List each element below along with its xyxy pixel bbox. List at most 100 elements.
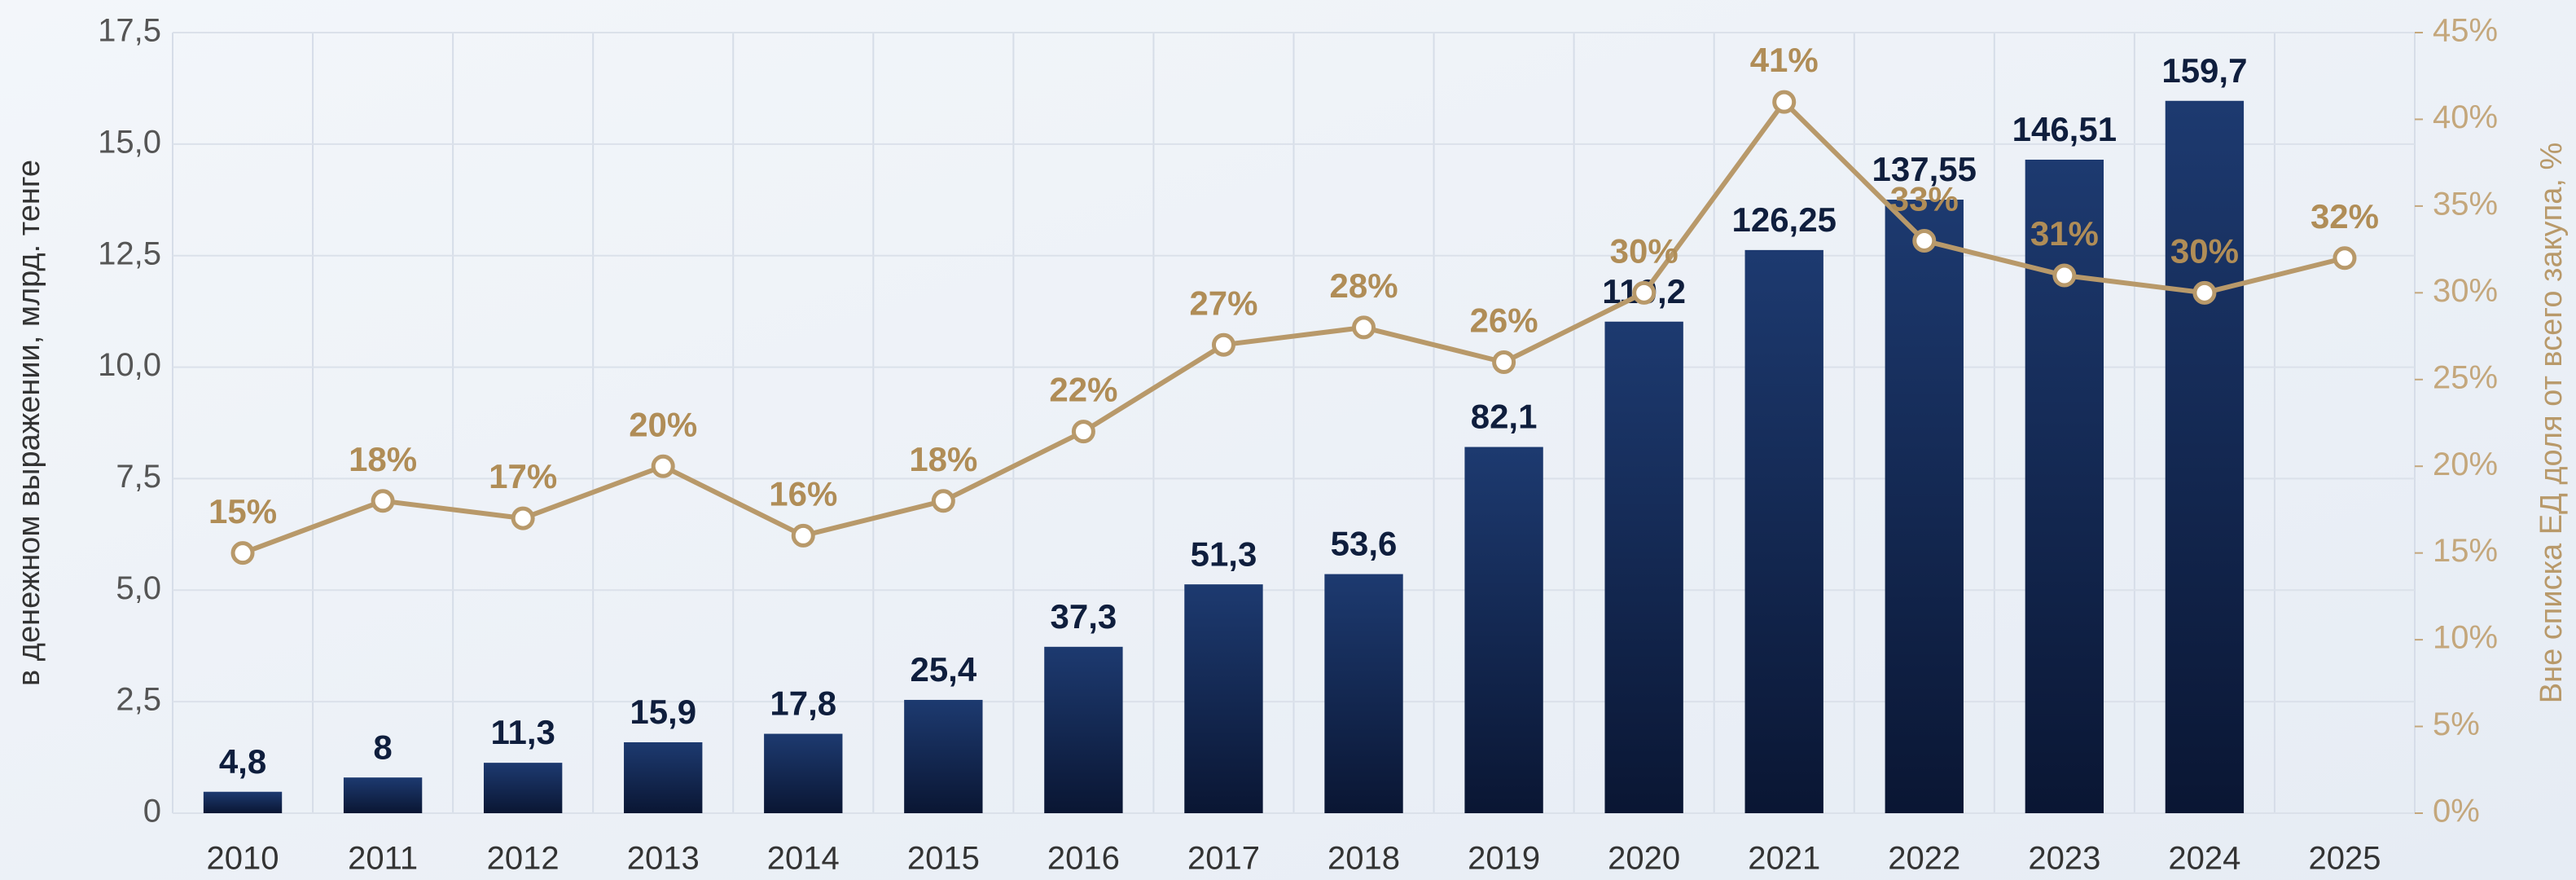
line [241, 98, 2346, 556]
bar [1324, 574, 1403, 813]
x-tick-label: 2018 [1327, 841, 1400, 877]
line-value-label: 33% [1890, 180, 1959, 218]
line-value-label: 18% [349, 440, 417, 478]
line-value-label: 41% [1750, 41, 1819, 79]
y-tick-label: 0 [143, 794, 161, 829]
line-marker [791, 523, 815, 548]
x-tick-label: 2015 [907, 841, 980, 877]
line-value-label: 16% [769, 474, 837, 513]
y-tick-label: 12,5 [98, 235, 161, 271]
line-marker [1772, 90, 1797, 114]
y2-tick-label: 0% [2433, 794, 2480, 829]
x-tick-label: 2017 [1187, 841, 1260, 877]
line-value-label: 28% [1330, 266, 1398, 305]
line-value-label: 18% [909, 440, 977, 478]
line-value-label: 30% [1610, 231, 1679, 270]
line-marker [371, 489, 395, 513]
y2-tick-label: 35% [2433, 186, 2498, 222]
x-tick-label: 2010 [207, 841, 279, 877]
x-tick-label: 2011 [348, 841, 418, 877]
bar-value-label: 15,9 [630, 693, 696, 731]
line-value-label: 31% [2030, 214, 2099, 253]
y2-tick-label: 25% [2433, 359, 2498, 395]
y2-tick-label: 40% [2433, 99, 2498, 135]
y2-tick-label: 15% [2433, 533, 2498, 569]
line-marker [1912, 228, 1937, 253]
line-value-label: 17% [489, 457, 557, 495]
x-tick-label: 2024 [2168, 841, 2240, 877]
bar-value-label: 4,8 [219, 742, 266, 781]
y-tick-label: 17,5 [98, 13, 161, 49]
x-tick-label: 2019 [1468, 841, 1540, 877]
bar-value-label: 137,55 [1872, 150, 1977, 188]
line-value-label: 22% [1049, 371, 1117, 409]
bar [904, 699, 983, 813]
bar-value-label: 159,7 [2161, 51, 2247, 90]
line-marker [2332, 246, 2357, 271]
bar [1044, 646, 1123, 813]
line-marker [230, 541, 255, 565]
line-marker [1211, 332, 1235, 357]
line-value-label: 15% [208, 492, 277, 530]
x-tick-label: 2013 [627, 841, 700, 877]
bar-value-label: 11,3 [490, 713, 555, 751]
x-tick-label: 2012 [487, 841, 560, 877]
bar-value-label: 82,1 [1471, 398, 1538, 436]
line-marker [931, 489, 955, 513]
y-tick-label: 5,0 [116, 570, 161, 606]
bar [1604, 321, 1683, 813]
bar [1744, 249, 1823, 813]
y-axis-title: в денежном выражении, млрд. тенге [12, 160, 46, 686]
bar-value-label: 126,25 [1731, 200, 1836, 239]
x-tick-label: 2025 [2308, 841, 2381, 877]
bar [343, 777, 423, 813]
bar-value-label: 25,4 [910, 650, 976, 689]
y-tick-label: 7,5 [116, 459, 161, 495]
bar [1464, 447, 1543, 813]
y2-axis-title: Вне списка ЕД доля от всего закупа, % [2534, 143, 2569, 704]
line-marker [2052, 263, 2077, 288]
bar [203, 791, 283, 813]
bar [1885, 200, 1964, 814]
y-tick-label: 10,0 [98, 347, 161, 383]
x-tick-label: 2016 [1047, 841, 1120, 877]
line-marker [2192, 280, 2217, 305]
bar [764, 733, 843, 813]
y2-tick-label: 5% [2433, 706, 2480, 742]
line-value-label: 30% [2170, 231, 2239, 270]
line-marker [1492, 350, 1516, 374]
bar [483, 763, 563, 813]
line-value-label: 20% [629, 405, 697, 443]
line-marker [1071, 420, 1095, 444]
bar-value-label: 51,3 [1191, 535, 1257, 573]
bar-value-label: 53,6 [1331, 525, 1398, 563]
x-tick-label: 2023 [2028, 841, 2100, 877]
x-tick-label: 2020 [1608, 841, 1680, 877]
x-tick-label: 2014 [767, 841, 840, 877]
line-marker [511, 506, 535, 530]
y2-tick-label: 30% [2433, 273, 2498, 309]
line-value-label: 32% [2311, 197, 2379, 235]
y2-tick-label: 45% [2433, 13, 2498, 49]
line-value-label: 27% [1189, 284, 1257, 322]
bar [624, 741, 703, 813]
bar [2165, 100, 2245, 813]
x-tick-label: 2021 [1748, 841, 1820, 877]
x-tick-label: 2022 [1888, 841, 1960, 877]
bar-value-label: 8 [373, 728, 392, 766]
y2-tick-label: 20% [2433, 447, 2498, 482]
bar [1184, 584, 1263, 813]
line-value-label: 26% [1470, 301, 1538, 340]
line-marker [1352, 315, 1376, 340]
bar-value-label: 37,3 [1051, 597, 1117, 636]
y2-tick-label: 10% [2433, 620, 2498, 656]
bar-value-label: 17,8 [770, 684, 836, 723]
y-tick-label: 2,5 [116, 682, 161, 718]
line-marker [651, 454, 675, 478]
bar [2025, 159, 2104, 813]
y-tick-label: 15,0 [98, 124, 161, 160]
line-marker [1632, 280, 1657, 305]
